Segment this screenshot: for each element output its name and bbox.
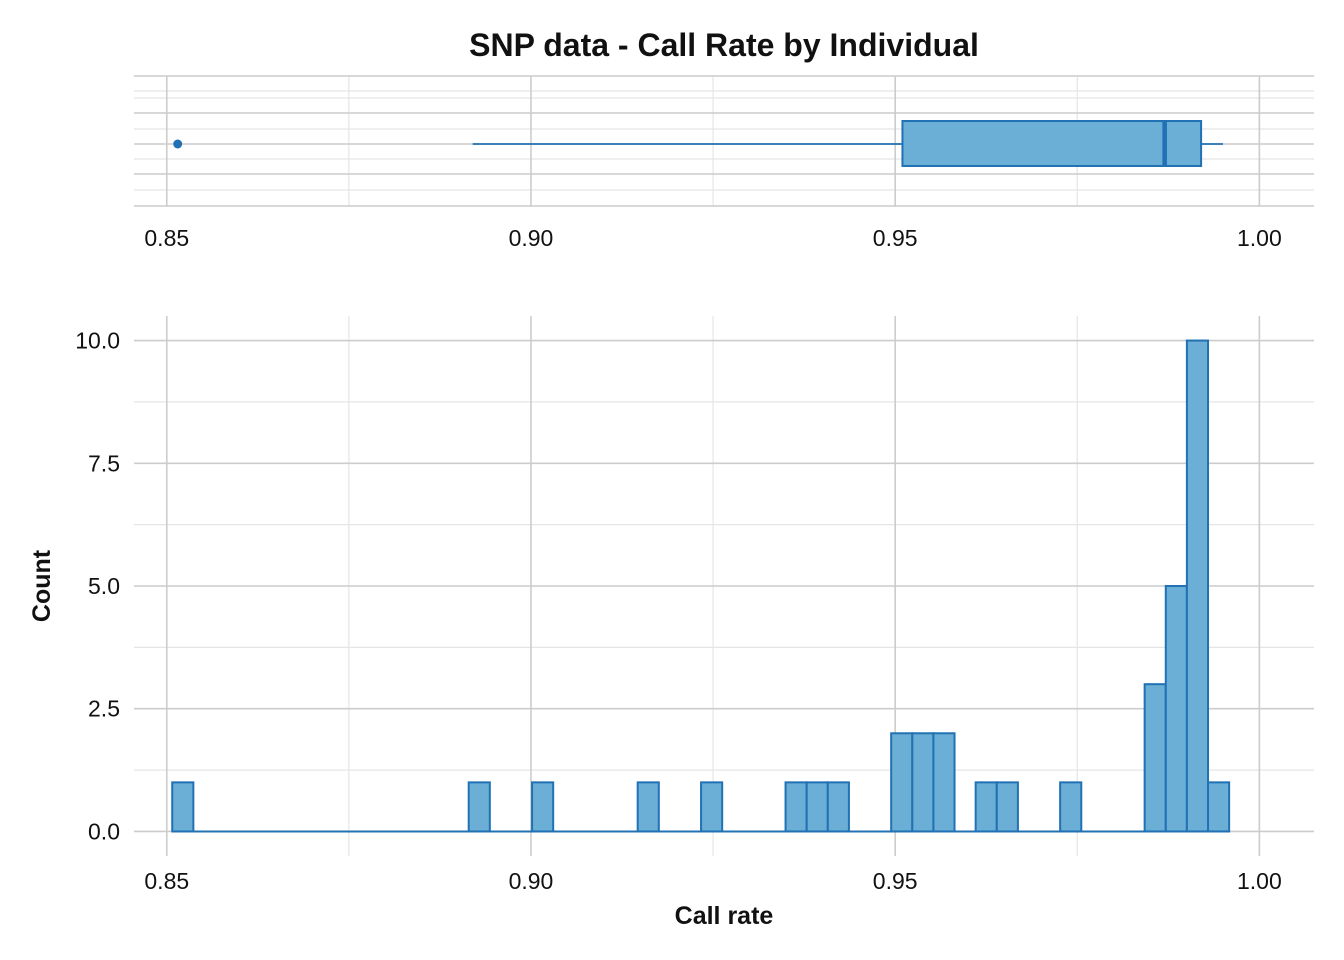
hist-y-tick-label: 5.0 xyxy=(88,573,120,599)
hist-y-tick-label: 0.0 xyxy=(88,818,120,844)
histogram-bar xyxy=(890,732,914,833)
histogram-panel: 0.0 2.5 5.0 7.5 10.0 0.85 0.90 0.95 1.00 Call rat… xyxy=(28,316,1314,930)
histogram-bar xyxy=(171,781,195,833)
hist-x-tick-label: 0.85 xyxy=(144,868,189,894)
hist-x-tick-label: 0.95 xyxy=(873,868,918,894)
hist-x-tick-label: 0.90 xyxy=(509,868,554,894)
histogram-bar xyxy=(974,781,998,833)
box-x-tick-label: 0.95 xyxy=(873,225,918,251)
y-axis-title: Count xyxy=(28,549,56,622)
histogram-bar xyxy=(911,732,935,833)
box-iqr xyxy=(901,120,1203,167)
histogram-bar xyxy=(1207,781,1231,833)
histogram-bar xyxy=(636,781,660,833)
histogram-bar xyxy=(805,781,829,833)
histogram-bar xyxy=(700,781,724,833)
hist-y-tick-label: 7.5 xyxy=(88,450,120,476)
box-x-tick-label: 1.00 xyxy=(1237,225,1282,251)
hist-y-tick-label: 10.0 xyxy=(75,328,120,354)
histogram-bar xyxy=(1185,339,1210,833)
box-outlier-point xyxy=(173,139,183,149)
histogram-bar xyxy=(1059,781,1083,833)
box-x-tick-label: 0.85 xyxy=(144,225,189,251)
hist-y-tick-label: 2.5 xyxy=(88,696,120,722)
histogram-bar xyxy=(1143,683,1167,833)
histogram-bar xyxy=(826,781,850,833)
x-axis-title: Call rate xyxy=(675,902,774,930)
chart-title: SNP data - Call Rate by Individual xyxy=(469,27,979,63)
histogram-bar xyxy=(932,732,956,833)
histogram-bar xyxy=(467,781,491,833)
histogram-bar xyxy=(1164,585,1188,833)
histogram-bar xyxy=(995,781,1019,833)
histogram-bar xyxy=(531,781,555,833)
hist-x-tick-label: 1.00 xyxy=(1237,868,1282,894)
box-x-tick-label: 0.90 xyxy=(509,225,554,251)
histogram-bar xyxy=(784,781,808,833)
boxplot-panel: 0.85 0.90 0.95 1.00 xyxy=(134,75,1314,251)
